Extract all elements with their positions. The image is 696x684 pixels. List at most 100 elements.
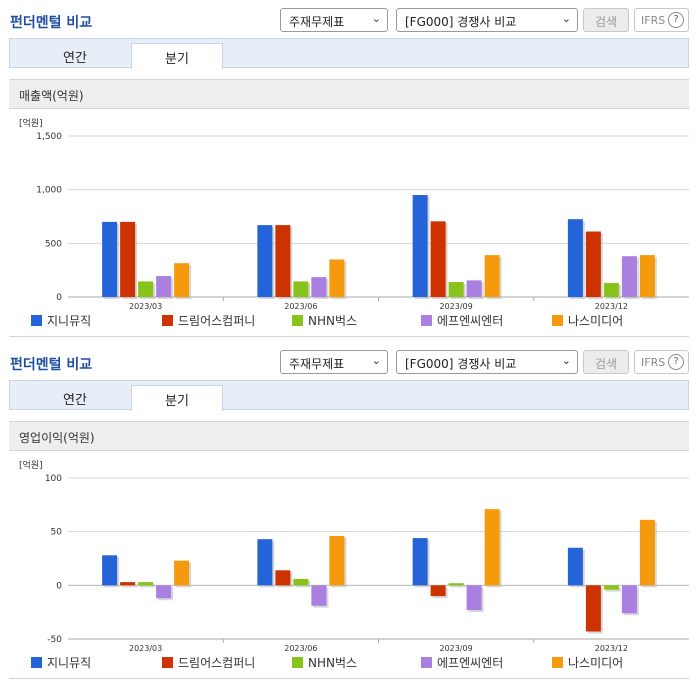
chart-svg: [억원]100 50 0 -50 2023/03 2023/06 2023/09 2023/1…: [19, 459, 689, 652]
section-title: 매출액(억원): [19, 89, 84, 103]
legend-swatch: [421, 315, 432, 326]
bar: [412, 538, 428, 586]
legend-item[interactable]: 에프엔씨엔터: [421, 654, 503, 671]
bar: [329, 259, 345, 297]
chart-legend: 지니뮤직 드림어스컴퍼니 NHN벅스 에프엔씨엔터 나스미디어: [9, 312, 689, 330]
tab-quarterly[interactable]: 분기: [131, 385, 223, 411]
legend-label: 드림어스컴퍼니: [178, 656, 256, 670]
bar: [639, 519, 655, 586]
bar: [156, 276, 172, 297]
bar: [466, 280, 482, 297]
divider: [9, 678, 689, 679]
bar: [311, 277, 327, 297]
bar: [412, 195, 428, 297]
bar: [138, 281, 154, 297]
legend-item[interactable]: 드림어스컴퍼니: [162, 312, 255, 329]
y-tick-label: 0: [56, 293, 62, 303]
legend-item[interactable]: 나스미디어: [552, 312, 623, 329]
bar: [257, 539, 273, 586]
bar: [466, 585, 482, 611]
bar: [275, 225, 291, 297]
bar: [639, 255, 655, 297]
panel-header: 펀더멘털 비교 주재무제표 ⌄ [FG000] 경쟁사 비교 ⌄ 검색 IFRS…: [0, 342, 696, 380]
period-tabs: 연간 분기: [9, 380, 689, 411]
bar: [275, 570, 291, 586]
tab-annual[interactable]: 연간: [63, 393, 87, 408]
legend-item[interactable]: NHN벅스: [292, 312, 357, 329]
bar: [448, 281, 464, 297]
legend-label: 지니뮤직: [47, 314, 92, 328]
bar: [585, 585, 601, 632]
bar: [311, 585, 327, 606]
bar: [120, 221, 136, 297]
bar: [621, 256, 637, 297]
bar: [585, 231, 601, 297]
legend-item[interactable]: 에프엔씨엔터: [421, 312, 503, 329]
search-button[interactable]: 검색: [583, 350, 629, 374]
chevron-down-icon: ⌄: [371, 12, 381, 25]
legend-item[interactable]: 드림어스컴퍼니: [162, 654, 255, 671]
y-tick-label: 50: [51, 528, 63, 538]
bar-shadow: [140, 584, 156, 588]
comparison-group-select[interactable]: [FG000] 경쟁사 비교 ⌄: [396, 8, 578, 32]
y-tick-label: 1,000: [36, 186, 62, 196]
legend-item[interactable]: NHN벅스: [292, 654, 357, 671]
ifrs-label: IFRS: [641, 356, 666, 369]
statement-type-select[interactable]: 주재무제표 ⌄: [280, 8, 388, 32]
bar: [293, 281, 309, 297]
section-header: 영업이익(억원): [9, 421, 689, 451]
x-tick-label: 2023/03: [129, 302, 162, 310]
bar: [293, 578, 309, 586]
bar-shadow: [450, 585, 466, 588]
legend-item[interactable]: 지니뮤직: [31, 654, 91, 671]
bar: [120, 582, 136, 586]
x-tick-label: 2023/09: [440, 644, 473, 652]
legend-label: 나스미디어: [568, 656, 624, 670]
legend-item[interactable]: 나스미디어: [552, 654, 623, 671]
bar: [567, 547, 583, 586]
help-icon: ?: [668, 354, 684, 370]
legend-swatch: [31, 315, 42, 326]
fundamental-panel-operating-profit: 펀더멘털 비교 주재무제표 ⌄ [FG000] 경쟁사 비교 ⌄ 검색 IFRS…: [0, 342, 696, 684]
x-tick-label: 2023/12: [595, 302, 628, 310]
panel-header: 펀더멘털 비교 주재무제표 ⌄ [FG000] 경쟁사 비교 ⌄ 검색 IFRS…: [0, 0, 696, 38]
y-tick-label: 0: [56, 581, 62, 591]
bar: [484, 509, 500, 586]
bar: [102, 221, 118, 297]
legend-swatch: [552, 315, 563, 326]
unit-label: [억원]: [19, 117, 43, 129]
legend-swatch: [552, 657, 563, 668]
y-tick-label: -50: [47, 635, 62, 645]
legend-swatch: [421, 657, 432, 668]
ifrs-info-button[interactable]: IFRS ?: [634, 350, 689, 374]
bar: [257, 225, 273, 297]
fundamental-panel-revenue: 펀더멘털 비교 주재무제표 ⌄ [FG000] 경쟁사 비교 ⌄ 검색 IFRS…: [0, 0, 696, 337]
chevron-down-icon: ⌄: [561, 12, 571, 25]
bar: [430, 221, 446, 297]
comparison-group-select[interactable]: [FG000] 경쟁사 비교 ⌄: [396, 350, 578, 374]
section-header: 매출액(억원): [9, 79, 689, 109]
x-tick-label: 2023/06: [284, 644, 317, 652]
bar: [567, 219, 583, 297]
bar: [329, 535, 345, 586]
comparison-group-value: [FG000] 경쟁사 비교: [405, 15, 517, 29]
chevron-down-icon: ⌄: [371, 354, 381, 367]
ifrs-info-button[interactable]: IFRS ?: [634, 8, 689, 32]
tab-quarterly[interactable]: 분기: [131, 43, 223, 69]
bar: [174, 560, 190, 586]
statement-type-value: 주재무제표: [289, 357, 345, 371]
bar: [484, 255, 500, 297]
legend-label: 지니뮤직: [47, 656, 92, 670]
legend-label: 드림어스컴퍼니: [178, 314, 256, 328]
legend-label: NHN벅스: [308, 656, 358, 670]
search-button[interactable]: 검색: [583, 8, 629, 32]
ifrs-label: IFRS: [641, 14, 666, 27]
statement-type-select[interactable]: 주재무제표 ⌄: [280, 350, 388, 374]
legend-label: 나스미디어: [568, 314, 624, 328]
divider: [9, 336, 689, 337]
legend-item[interactable]: 지니뮤직: [31, 312, 91, 329]
panel-title: 펀더멘털 비교: [10, 357, 93, 373]
legend-swatch: [162, 657, 173, 668]
bar: [621, 585, 637, 614]
tab-annual[interactable]: 연간: [63, 51, 87, 66]
